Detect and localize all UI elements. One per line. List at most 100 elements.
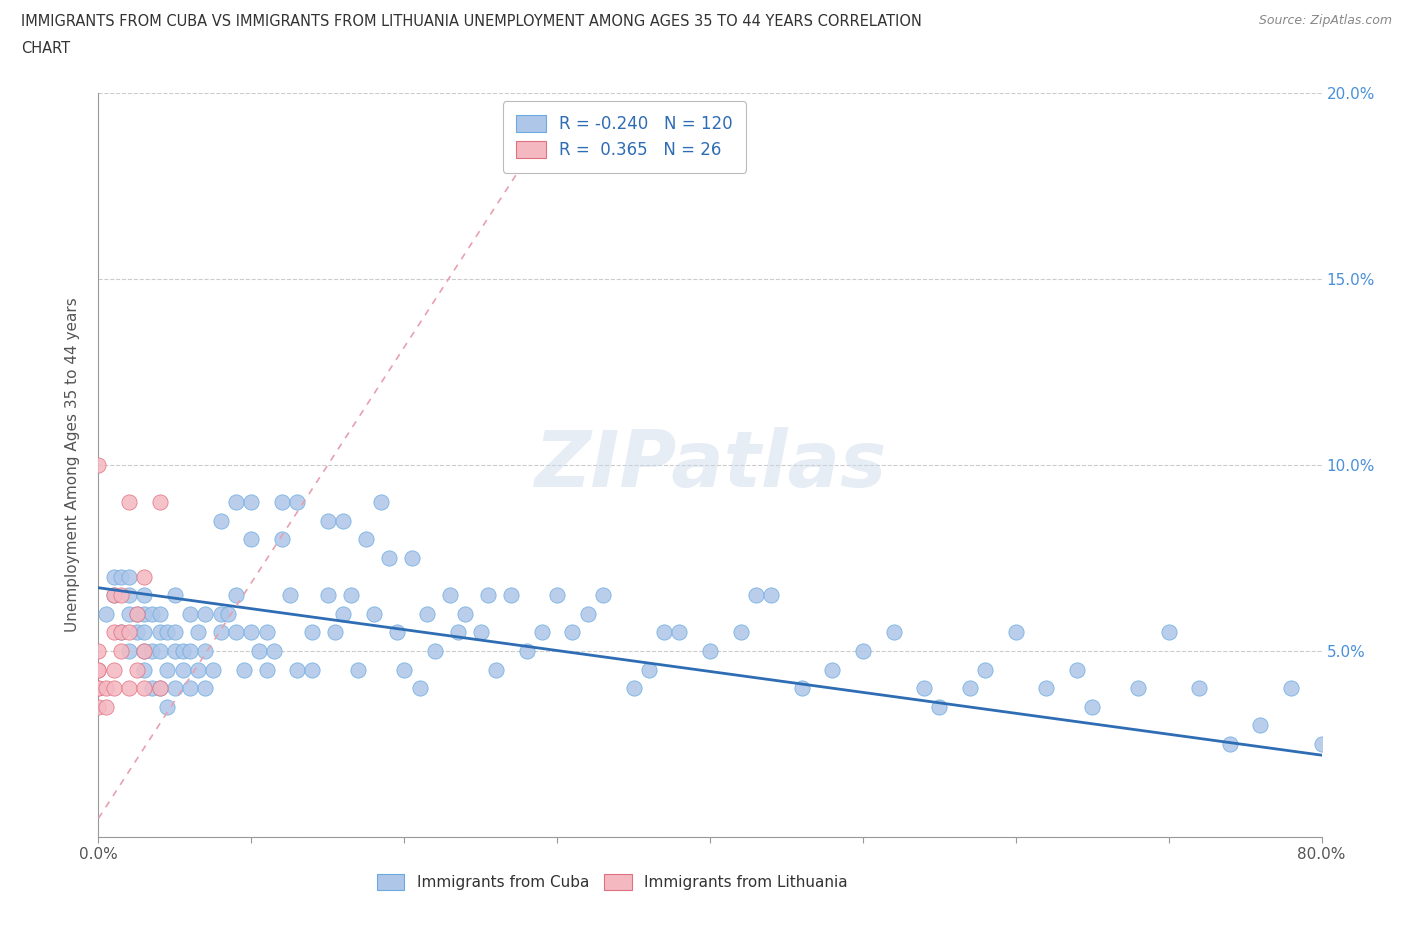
Point [454,606,477,621]
Point [202,662,225,677]
Point [110,588,132,603]
Point [103,588,125,603]
Point [156,699,179,714]
Point [194,606,217,621]
Point [477,588,499,603]
Point [172,644,194,658]
Point [163,588,186,603]
Point [730,625,752,640]
Point [301,662,323,677]
Point [163,681,186,696]
Point [1219,737,1241,751]
Point [232,662,254,677]
Point [225,625,247,640]
Point [110,644,132,658]
Point [94,606,117,621]
Point [247,644,270,658]
Text: IMMIGRANTS FROM CUBA VS IMMIGRANTS FROM LITHUANIA UNEMPLOYMENT AMONG AGES 35 TO : IMMIGRANTS FROM CUBA VS IMMIGRANTS FROM … [21,14,922,29]
Point [354,532,377,547]
Text: Source: ZipAtlas.com: Source: ZipAtlas.com [1258,14,1392,27]
Point [401,551,423,565]
Point [278,588,301,603]
Point [103,681,125,696]
Point [118,606,141,621]
Point [194,681,217,696]
Y-axis label: Unemployment Among Ages 35 to 44 years: Unemployment Among Ages 35 to 44 years [65,298,80,632]
Point [125,625,148,640]
Point [87,662,110,677]
Legend: Immigrants from Cuba, Immigrants from Lithuania: Immigrants from Cuba, Immigrants from Li… [371,868,853,897]
Point [118,681,141,696]
Point [141,606,163,621]
Point [576,606,599,621]
Point [439,588,461,603]
Point [516,644,538,658]
Point [156,625,179,640]
Point [1035,681,1057,696]
Point [149,681,172,696]
Point [225,495,247,510]
Point [821,662,844,677]
Point [94,681,117,696]
Point [530,625,553,640]
Point [1188,681,1211,696]
Point [149,606,172,621]
Point [928,699,950,714]
Point [87,681,110,696]
Point [1004,625,1026,640]
Point [363,606,385,621]
Point [103,662,125,677]
Point [240,495,263,510]
Point [1157,625,1180,640]
Point [134,625,156,640]
Point [134,606,156,621]
Point [447,625,470,640]
Point [217,606,239,621]
Text: ZIPatlas: ZIPatlas [534,427,886,503]
Point [416,606,439,621]
Point [225,588,247,603]
Point [172,662,194,677]
Point [134,644,156,658]
Point [94,699,117,714]
Point [141,644,163,658]
Point [332,513,354,528]
Point [118,569,141,584]
Point [103,625,125,640]
Point [110,625,132,640]
Point [408,681,430,696]
Point [125,606,148,621]
Point [110,569,132,584]
Point [385,625,408,640]
Point [1081,699,1104,714]
Point [1310,737,1333,751]
Point [194,644,217,658]
Point [370,495,392,510]
Point [378,551,401,565]
Point [592,588,614,603]
Point [1066,662,1088,677]
Point [187,625,209,640]
Point [285,495,308,510]
Point [392,662,416,677]
Point [623,681,645,696]
Point [470,625,492,640]
Point [209,625,232,640]
Point [270,532,292,547]
Point [179,681,201,696]
Point [141,681,163,696]
Point [209,513,232,528]
Point [163,625,186,640]
Point [852,644,875,658]
Point [156,662,179,677]
Point [423,644,446,658]
Point [125,606,148,621]
Point [546,588,568,603]
Point [347,662,370,677]
Point [668,625,690,640]
Point [316,513,339,528]
Point [87,644,110,658]
Point [1249,718,1271,733]
Point [485,662,508,677]
Point [118,644,141,658]
